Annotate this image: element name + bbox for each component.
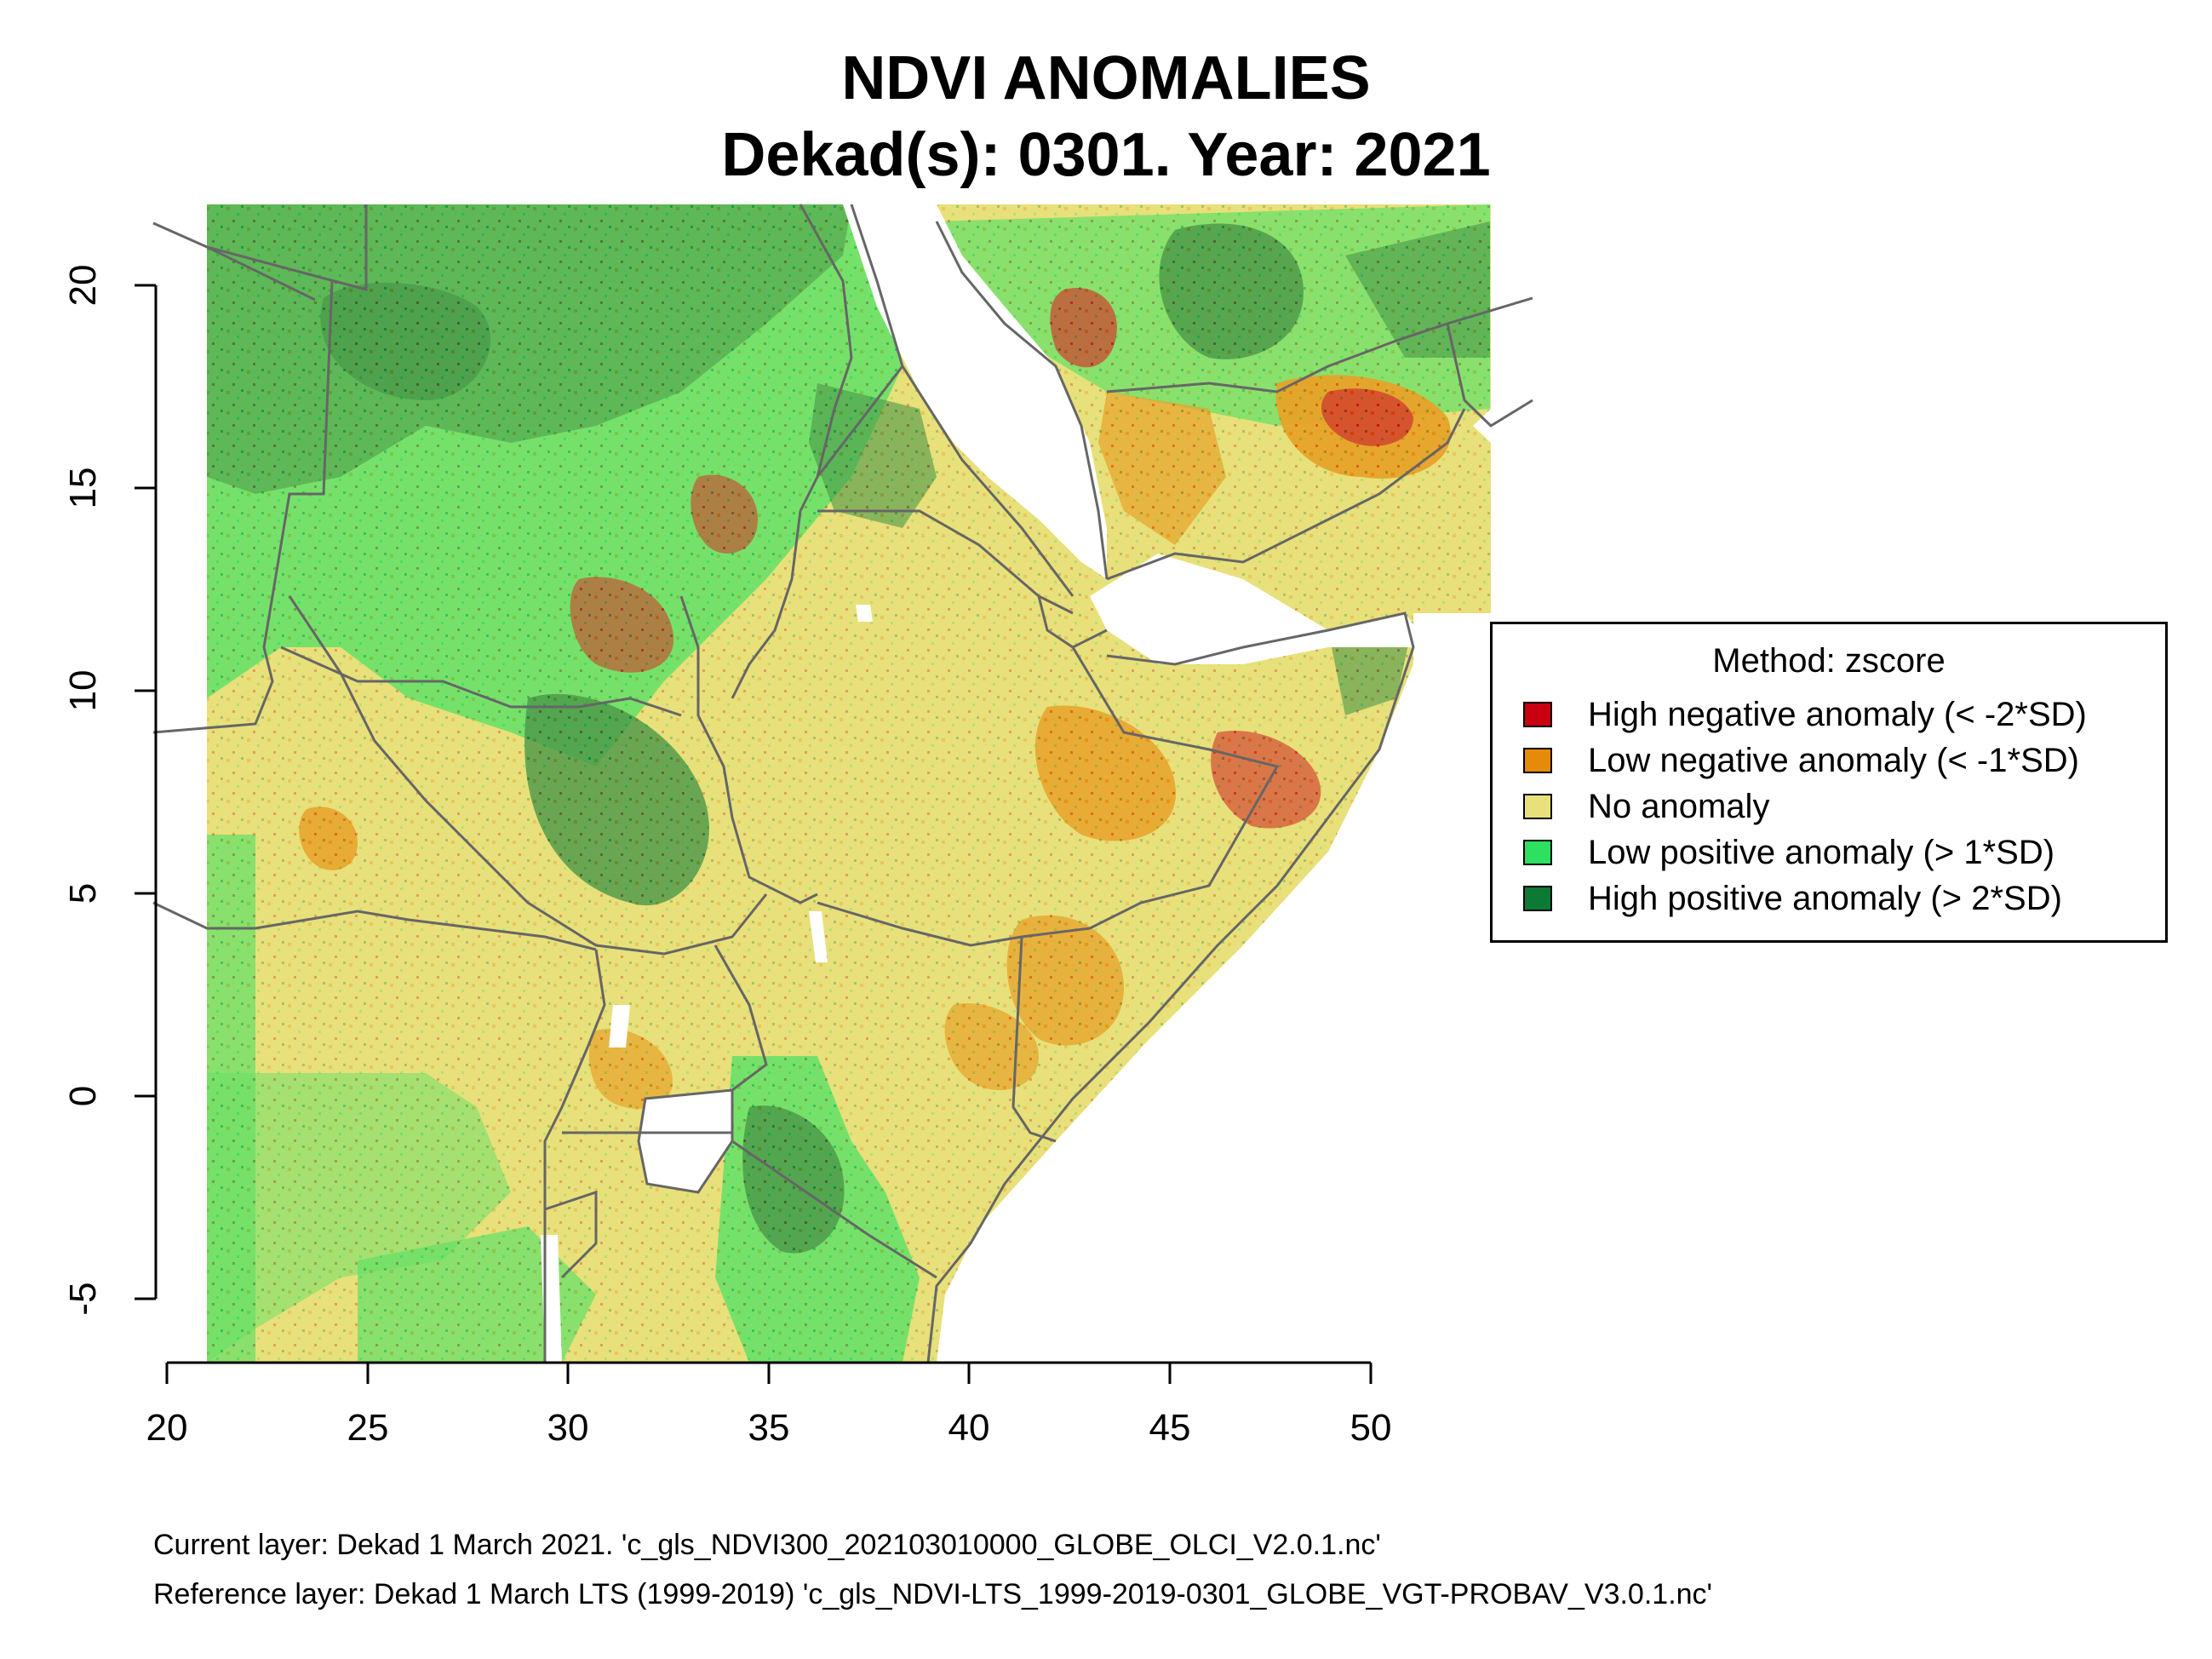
legend-item-low-positive: Low positive anomaly (> 1*SD) <box>1523 830 2054 875</box>
lake-turkana <box>809 911 828 962</box>
y-tick-label: 20 <box>62 264 104 307</box>
legend-item-no-anomaly: No anomaly <box>1523 784 1769 829</box>
x-tick-label: 20 <box>146 1407 188 1449</box>
coast-yemen-south <box>1106 408 1466 581</box>
y-tick-label: 15 <box>62 467 104 509</box>
legend-swatch <box>1523 840 1552 865</box>
legend-swatch <box>1523 886 1552 911</box>
border-ethiopia-somalia <box>817 646 1280 947</box>
coast-red-sea-east <box>935 221 1109 580</box>
coast-horn-of-africa <box>926 611 1415 1363</box>
y-tick-label: -5 <box>62 1282 104 1316</box>
legend-label: Low negative anomaly (< -1*SD) <box>1588 742 2079 779</box>
border-car-south-sudan <box>288 595 768 956</box>
legend-label: High negative anomaly (< -2*SD) <box>1588 696 2087 733</box>
legend-label: High positive anomaly (> 2*SD) <box>1588 880 2062 917</box>
legend-item-high-positive: High positive anomaly (> 2*SD) <box>1523 876 2062 921</box>
map-subtitle: Dekad(s): 0301. Year: 2021 <box>721 121 1491 189</box>
border-egypt-sudan <box>799 204 904 512</box>
footnote-current-layer: Current layer: Dekad 1 March 2021. 'c_gl… <box>153 1529 1381 1561</box>
coast-lake-victoria <box>637 1088 734 1194</box>
legend-swatch <box>1523 794 1552 819</box>
arabian-sea-edge <box>1473 204 1491 443</box>
coast-red-sea-west <box>850 204 1074 597</box>
axes <box>135 284 1372 1384</box>
indian-ocean <box>937 613 1491 1363</box>
legend-label: Low positive anomaly (> 1*SD) <box>1588 834 2055 871</box>
border-eritrea-ethiopia <box>817 509 1074 615</box>
lake-tana <box>856 605 873 622</box>
border-djibouti <box>1037 595 1108 649</box>
legend-swatch <box>1523 702 1552 727</box>
x-tick-label: 50 <box>1350 1407 1392 1449</box>
border-south-sudan-ethiopia <box>679 595 818 904</box>
x-tick-label: 45 <box>1149 1407 1191 1449</box>
border-rwanda-burundi <box>544 1190 598 1279</box>
legend-label: No anomaly <box>1588 788 1770 825</box>
lake-victoria <box>639 1090 732 1192</box>
y-tick-label: 10 <box>62 669 104 712</box>
raster-layer <box>207 204 1491 1363</box>
x-tick-label: 30 <box>547 1407 589 1449</box>
map-title: NDVI ANOMALIES <box>841 44 1371 112</box>
border-saudi-yemen <box>1106 296 1533 393</box>
legend-title: Method: zscore <box>1712 642 1946 680</box>
gulf-of-aden <box>1090 554 1430 664</box>
border-sudan-south <box>280 646 682 717</box>
country-borders <box>152 204 1533 1363</box>
border-libya <box>152 204 368 301</box>
y-tick-label: 5 <box>62 882 104 904</box>
border-yemen-oman <box>1446 323 1533 428</box>
legend-item-low-negative: Low negative anomaly (< -1*SD) <box>1523 738 2079 783</box>
footnote-reference-layer: Reference layer: Dekad 1 March LTS (1999… <box>153 1578 1713 1610</box>
legend-swatch <box>1523 748 1552 773</box>
border-chad-west <box>152 280 334 734</box>
x-tick-label: 35 <box>748 1407 790 1449</box>
legend: Method: zscore High negative anomaly (< … <box>1490 622 2168 943</box>
legend-item-high-negative: High negative anomaly (< -2*SD) <box>1523 692 2087 737</box>
border-sudan-ethiopia <box>731 510 802 699</box>
y-tick-label: 0 <box>62 1085 104 1107</box>
x-tick-label: 40 <box>948 1407 990 1449</box>
lake-albert <box>609 1005 630 1048</box>
x-tick-label: 25 <box>347 1407 389 1449</box>
border-drc-north <box>152 901 597 951</box>
red-sea <box>843 204 1107 579</box>
